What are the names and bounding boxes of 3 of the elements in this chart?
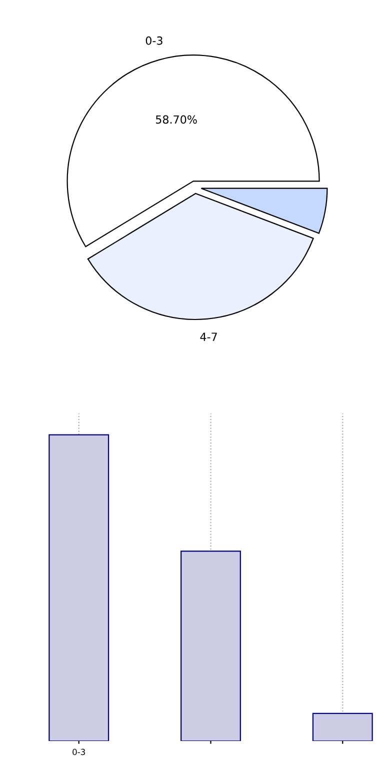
slice-label: 0-3 — [146, 36, 162, 45]
slice-label: 4-7 — [200, 332, 217, 341]
data-label: 58.70% — [156, 115, 197, 124]
